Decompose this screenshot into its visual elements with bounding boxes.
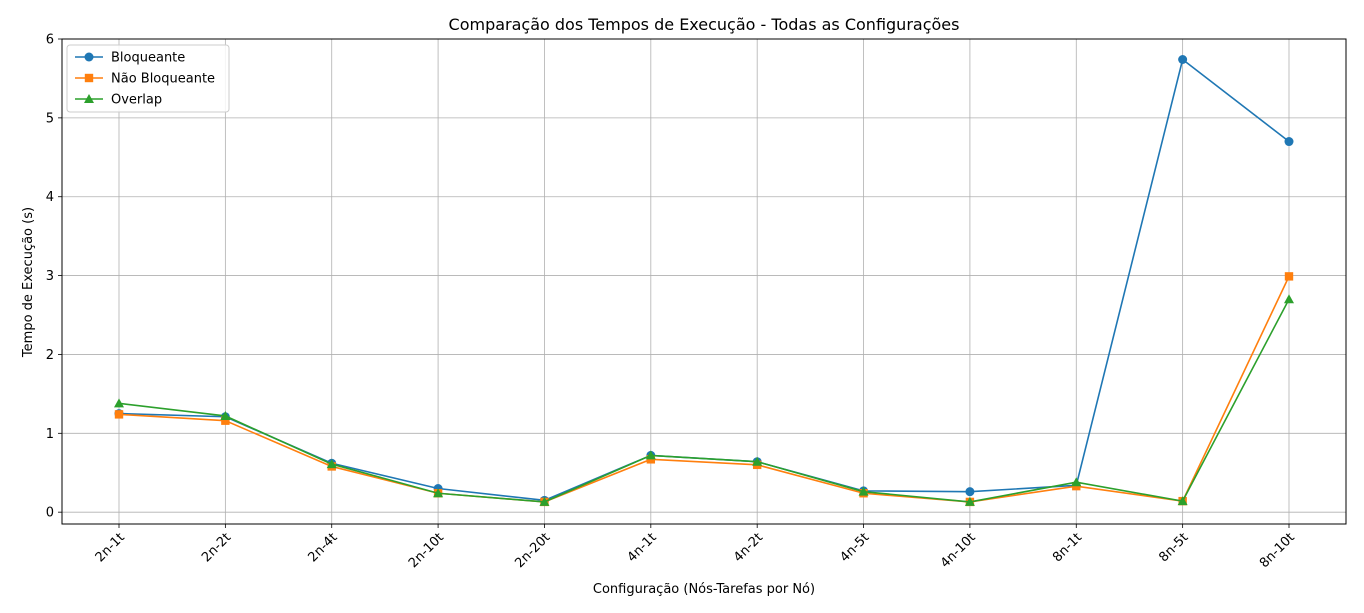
series-2: [114, 294, 1294, 506]
data-point: [964, 496, 975, 506]
data-point: [752, 456, 763, 466]
data-point: [1177, 496, 1188, 506]
x-tick-label: 4n-1t: [625, 530, 660, 565]
x-tick-label: 4n-2t: [731, 530, 766, 565]
series-1: [114, 272, 1294, 507]
x-axis-label: Configuração (Nós-Tarefas por Nó): [593, 582, 815, 597]
series-line: [118, 58, 1290, 502]
y-tick-label: 4: [46, 190, 54, 205]
x-tick-label: 8n-5t: [1156, 530, 1191, 565]
y-tick-label: 5: [46, 111, 54, 126]
legend-box: [66, 44, 230, 113]
legend-label: Não Bloqueante: [111, 72, 215, 87]
legend-label: Bloqueante: [111, 51, 185, 66]
data-point: [114, 398, 124, 408]
y-tick-label: 6: [46, 33, 54, 48]
data-point: [84, 73, 94, 83]
legend: Bloqueante Não Bloqueante Overlap: [66, 44, 230, 113]
data-point: [1284, 272, 1294, 281]
data-point: [433, 488, 444, 498]
data-point: [221, 416, 230, 425]
data-point: [858, 486, 869, 496]
plot-frame: [61, 38, 1347, 525]
series-line: [118, 276, 1290, 503]
y-tick-label: 2: [46, 348, 54, 363]
data-point: [326, 459, 337, 469]
series-0: [114, 55, 1294, 505]
x-tick-label: 2n-2t: [199, 530, 234, 565]
data-point: [84, 94, 94, 103]
series-line: [118, 298, 1290, 503]
x-tick-label: 2n-1t: [93, 530, 128, 565]
data-point: [114, 410, 124, 419]
data-point: [1178, 55, 1188, 65]
x-tick-label: 4n-10t: [938, 530, 979, 571]
legend-label: Overlap: [111, 93, 162, 108]
y-tick-label: 0: [46, 506, 54, 521]
series-layer: [114, 55, 1294, 507]
data-point: [1284, 137, 1294, 147]
x-tick-label: 2n-20t: [512, 530, 553, 571]
x-tick-label: 2n-4t: [305, 530, 340, 565]
data-point: [1284, 294, 1294, 304]
data-point: [965, 487, 975, 497]
y-tick-label: 1: [46, 427, 54, 442]
data-point: [220, 410, 231, 420]
data-point: [645, 450, 656, 460]
x-tick-label: 8n-1t: [1050, 530, 1085, 565]
data-point: [539, 496, 550, 506]
y-axis-label: Tempo de Execução (s): [21, 207, 36, 358]
x-tick-label: 4n-5t: [837, 530, 872, 565]
x-tick-label: 8n-10t: [1257, 530, 1298, 571]
data-point: [1071, 477, 1082, 487]
grid: [62, 38, 1346, 524]
data-point: [84, 52, 94, 62]
x-tick-label: 2n-10t: [406, 530, 447, 571]
chart-title: Comparação dos Tempos de Execução - Toda…: [449, 15, 960, 34]
y-tick-label: 3: [46, 269, 54, 284]
